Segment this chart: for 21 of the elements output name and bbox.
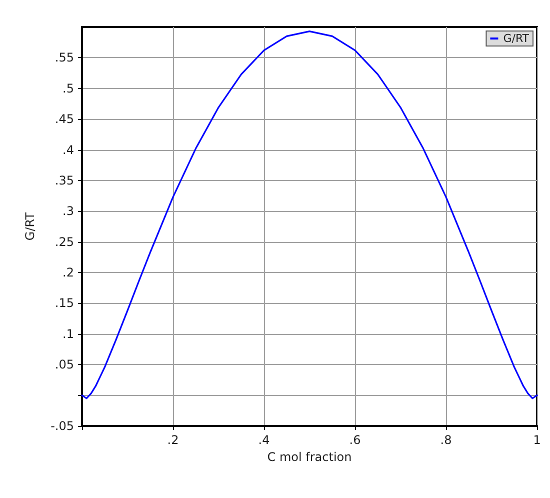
y-tick-label: .4 [62,142,74,157]
y-tick-label: .15 [54,296,74,310]
y-tick-label: .5 [62,81,74,96]
x-tick-label: 1 [533,433,541,447]
y-tick-label: .25 [54,234,74,249]
y-tick-label: -.05 [50,419,74,433]
y-tick-label: .45 [54,112,74,126]
legend-label: G/RT [503,32,530,45]
y-tick-label: .55 [54,50,74,65]
y-tick-label: .05 [54,358,74,372]
y-axis-title: G/RT [23,212,37,241]
line-series [81,30,538,400]
y-tick-label: .35 [54,173,74,188]
y-tick-label: .3 [62,204,74,218]
x-tick-label: .2 [167,433,179,447]
x-axis-title: C mol fraction [267,450,352,464]
x-tick-label: .6 [349,433,361,447]
y-tick-label: .1 [62,326,74,341]
x-tick-label: .8 [440,433,452,447]
y-tick-label: .2 [62,266,74,280]
x-tick-label: .4 [258,433,270,447]
